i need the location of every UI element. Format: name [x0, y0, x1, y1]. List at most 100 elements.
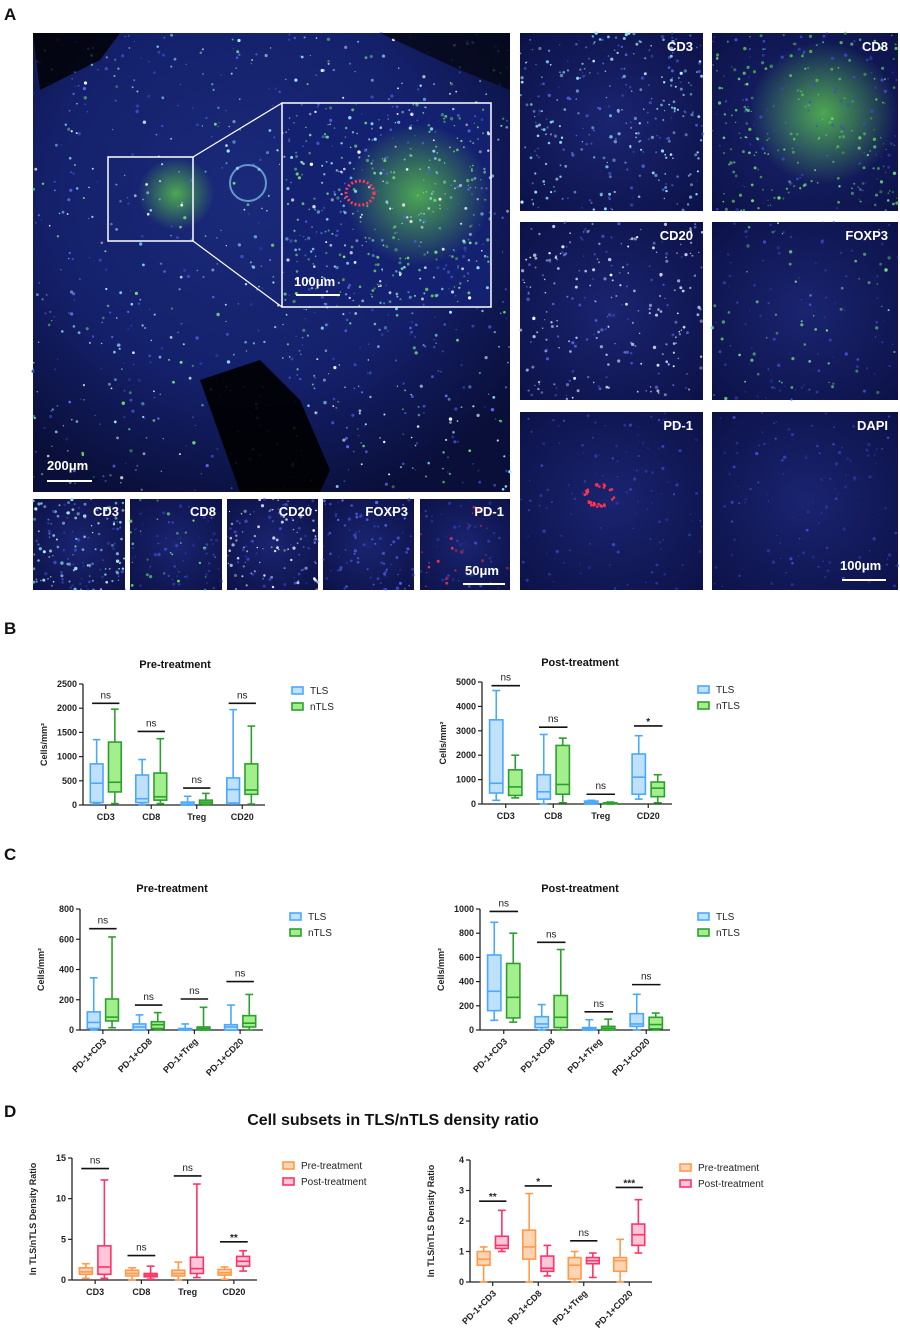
- y-axis-label: ln TLS/nTLS Density Ratio: [426, 1164, 436, 1277]
- strip-image-cd20: [227, 497, 320, 592]
- legend-label: TLS: [716, 912, 735, 923]
- legend-label: nTLS: [716, 701, 740, 712]
- chart-title: Pre-treatment: [136, 883, 208, 895]
- legend-swatch: [291, 702, 304, 711]
- channel-label: PD-1: [663, 418, 693, 433]
- significance-label: ***: [623, 1178, 635, 1189]
- significance-label: ns: [578, 1228, 589, 1239]
- channel-label: CD3: [667, 39, 693, 54]
- strip-scale-label: 50μm: [465, 563, 499, 578]
- panel-d-title: Cell subsets in TLS/nTLS density ratio: [247, 1112, 539, 1129]
- strip-label: PD-1: [474, 504, 504, 519]
- significance-label: ns: [500, 673, 511, 684]
- y-axis-label: Cells/mm²: [436, 948, 446, 991]
- box-pre-treatment-cd8: [124, 1267, 140, 1281]
- x-tick-label: CD8: [132, 1287, 150, 1297]
- y-tick-label: 0: [471, 799, 476, 809]
- inset-scale-label: 100μm: [294, 274, 335, 289]
- y-tick-label: 600: [59, 934, 74, 944]
- significance-label: ns: [191, 775, 202, 786]
- box-ntls-pd-1+cd20: [648, 1012, 664, 1031]
- x-tick-label: Treg: [187, 812, 206, 822]
- box-ntls-cd8: [555, 737, 571, 804]
- legend-label: TLS: [716, 685, 735, 696]
- legend-swatch: [697, 685, 710, 694]
- significance-label: ns: [235, 969, 246, 980]
- x-tick-label: PD-1+CD20: [204, 1036, 246, 1078]
- channel-label: DAPI: [857, 418, 888, 433]
- y-tick-label: 10: [56, 1194, 66, 1204]
- significance-label: ns: [146, 718, 157, 729]
- legend-swatch: [282, 1161, 295, 1170]
- y-axis-label: ln TLS/nTLS Density Ratio: [28, 1162, 38, 1275]
- box-post-treatment-cd3: [97, 1179, 112, 1280]
- significance-label: ns: [136, 1243, 147, 1254]
- x-tick-label: PD-1+CD20: [593, 1288, 635, 1330]
- y-tick-label: 2000: [57, 703, 77, 713]
- box-tls-pd-1+treg: [581, 1018, 597, 1031]
- charts: Pre-treatment05001000150020002500Cells/m…: [28, 657, 764, 1330]
- legend-swatch: [697, 912, 710, 921]
- box-tls-pd-1+cd20: [629, 993, 645, 1031]
- inset-box: [107, 156, 194, 242]
- box-tls-pd-1+cd8: [132, 1014, 147, 1031]
- significance-label: **: [230, 1233, 238, 1244]
- legend-swatch: [282, 1177, 295, 1186]
- chart-b-right: Post-treatment 0 1000 2000 3000 4000 5000 Cells…: [438, 657, 740, 821]
- significance-label: ns: [498, 898, 509, 909]
- legend-label: nTLS: [308, 928, 332, 939]
- y-tick-label: 0: [69, 1025, 74, 1035]
- x-tick-label: PD-1+CD3: [460, 1288, 498, 1326]
- legend-swatch: [289, 912, 302, 921]
- x-tick-label: PD-1+Treg: [565, 1036, 604, 1075]
- y-tick-label: 1000: [57, 752, 77, 762]
- legend-swatch: [697, 701, 710, 710]
- y-tick-label: 800: [59, 904, 74, 914]
- x-tick-label: PD-1+CD3: [70, 1036, 108, 1074]
- significance-label: ns: [641, 972, 652, 983]
- channel-image-cd3: [519, 31, 705, 212]
- box-tls-cd3: [488, 689, 504, 802]
- strip-label: CD20: [279, 504, 312, 519]
- box-post-treatment-cd8: [143, 1265, 158, 1280]
- box-tls-cd20: [631, 734, 647, 800]
- y-tick-label: 5: [61, 1234, 66, 1244]
- significance-label: ns: [98, 916, 109, 927]
- x-tick-label: CD3: [497, 811, 515, 821]
- significance-label: ns: [595, 781, 606, 792]
- panel-label-c: C: [4, 845, 16, 864]
- box-ntls-pd-1+treg: [600, 1018, 616, 1031]
- panel-label-a: A: [4, 5, 16, 24]
- chart-b-left: Pre-treatment 0 500 1000 1500 2000 2500 Cells/m…: [39, 659, 334, 822]
- y-tick-label: 0: [61, 1275, 66, 1285]
- y-tick-label: 0: [459, 1277, 464, 1287]
- chart-title: Post-treatment: [541, 883, 619, 895]
- legend-label: TLS: [310, 686, 329, 697]
- legend-label: nTLS: [716, 928, 740, 939]
- significance-label: ns: [593, 999, 604, 1010]
- significance-label: ns: [90, 1156, 101, 1167]
- y-tick-label: 200: [459, 1001, 474, 1011]
- box-ntls-cd3: [507, 754, 523, 799]
- x-tick-label: PD-1+Treg: [550, 1288, 589, 1327]
- box-tls-cd8: [536, 733, 552, 805]
- channel-image-cd20: [519, 221, 704, 401]
- box-ntls-cd20: [244, 725, 259, 805]
- significance-label: ns: [189, 986, 200, 997]
- y-axis-label: Cells/mm²: [438, 721, 448, 764]
- chart-c-right: Post-treatment 0 200 400 600 800 1000 Cells/mm²…: [436, 883, 740, 1078]
- x-tick-label: CD20: [637, 811, 660, 821]
- y-tick-label: 400: [459, 977, 474, 987]
- x-tick-label: CD3: [97, 812, 115, 822]
- strip-label: CD3: [93, 504, 119, 519]
- significance-label: *: [646, 717, 650, 728]
- box-post-treatment-pd-1+cd20: [631, 1198, 646, 1254]
- legend-swatch: [679, 1163, 692, 1172]
- channel-label: CD8: [862, 39, 888, 54]
- box-tls-pd-1+cd3: [86, 977, 101, 1031]
- x-tick-label: CD3: [86, 1287, 104, 1297]
- box-ntls-cd20: [650, 773, 666, 804]
- box-tls-pd-1+cd20: [223, 1004, 239, 1031]
- box-ntls-pd-1+cd20: [242, 993, 257, 1031]
